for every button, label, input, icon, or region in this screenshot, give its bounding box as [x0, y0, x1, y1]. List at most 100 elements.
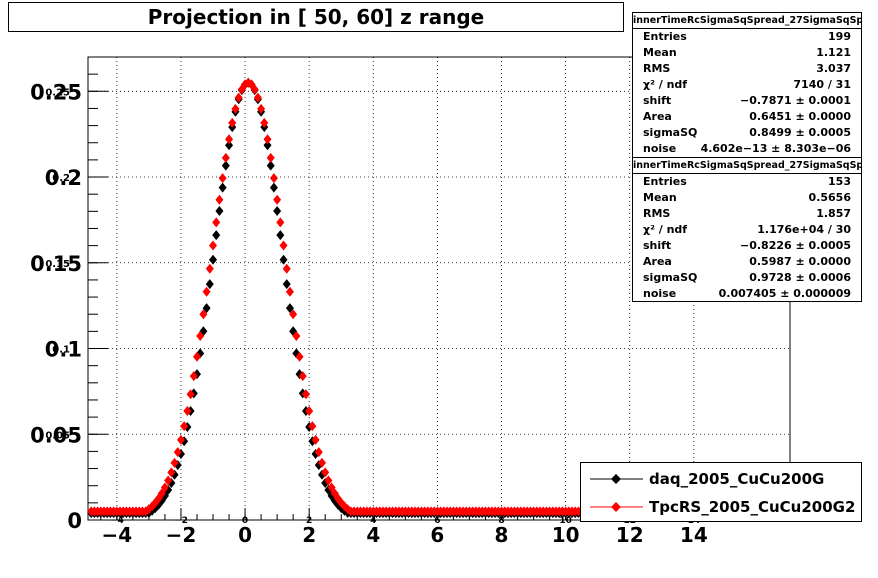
data-point	[285, 286, 294, 297]
stats-label: Area	[643, 255, 672, 268]
stats-value: 0.9728 ± 0.0006	[749, 271, 851, 284]
stats-label: sigmaSQ	[643, 126, 698, 139]
data-point	[205, 263, 214, 274]
y-tick-label: 0.15	[30, 252, 82, 276]
data-point	[180, 421, 189, 432]
x-tick-label: 6	[430, 523, 444, 547]
x-tick-label: 0	[238, 523, 252, 547]
data-point	[263, 140, 272, 151]
stats-label: Mean	[643, 46, 677, 59]
data-point	[176, 434, 185, 445]
stats-value: 0.5656	[808, 191, 851, 204]
stats-value: 3.037	[816, 62, 851, 75]
stats-label: Area	[643, 110, 672, 123]
stats-row: Mean 1.121	[633, 45, 861, 61]
data-point	[273, 194, 282, 205]
data-point	[225, 140, 234, 151]
data-point	[279, 254, 288, 265]
stats-box-title: innerTimeRcSigmaSqSpread_27SigmaSqSpread	[633, 13, 861, 29]
stats-label: Mean	[643, 191, 677, 204]
y-tick-label: 0.1	[45, 338, 82, 362]
x-tick-label: 2	[302, 523, 316, 547]
data-point	[266, 152, 275, 163]
y-tick-label: 0.25	[30, 80, 82, 104]
x-tick-label: 8	[495, 523, 509, 547]
data-point	[260, 117, 269, 128]
data-point	[199, 309, 208, 320]
stats-value: 0.8499 ± 0.0005	[749, 126, 851, 139]
stats-row: Mean 0.5656	[633, 190, 861, 206]
legend-entry-tpcrs: TpcRS_2005_CuCu200G2	[581, 493, 861, 521]
data-point	[305, 405, 314, 416]
y-tick-label-secondary: 0.05	[45, 430, 70, 441]
data-point	[298, 371, 307, 382]
data-point	[282, 279, 291, 290]
x-tick-label-secondary: 10	[559, 516, 572, 526]
data-point	[221, 152, 230, 163]
data-point	[218, 173, 227, 184]
data-point	[170, 457, 179, 468]
stats-label: noise	[643, 287, 677, 300]
stats-row: Entries 153	[633, 174, 861, 190]
stats-value: 153	[828, 175, 851, 188]
legend: daq_2005_CuCu200G TpcRS_2005_CuCu200G2	[580, 462, 862, 522]
data-point	[282, 263, 291, 274]
data-point	[212, 217, 221, 228]
data-point	[276, 230, 285, 241]
data-point	[324, 475, 333, 486]
stats-box-title: innerTimeRcSigmaSqSpread_27SigmaSqSpread	[633, 158, 861, 174]
data-point	[257, 103, 266, 114]
data-point	[209, 254, 218, 265]
data-point	[215, 194, 224, 205]
stats-label: RMS	[643, 207, 671, 220]
data-point	[276, 217, 285, 228]
y-tick-label-secondary: 0.1	[52, 345, 70, 356]
y-tick-label-secondary: 0.15	[45, 259, 70, 270]
data-point	[308, 421, 317, 432]
legend-entry-daq: daq_2005_CuCu200G	[581, 465, 861, 493]
stats-label: shift	[643, 94, 672, 107]
data-point	[173, 447, 182, 458]
stats-row: sigmaSQ 0.9728 ± 0.0006	[633, 270, 861, 286]
data-point	[202, 303, 211, 314]
y-tick-label: 0.05	[30, 423, 82, 447]
data-point	[164, 475, 173, 486]
data-point	[167, 467, 176, 478]
stats-row: noise 4.602e−13 ± 8.303e−06	[633, 141, 861, 157]
data-point	[269, 173, 278, 184]
stats-label: sigmaSQ	[643, 271, 698, 284]
data-point	[314, 447, 323, 458]
x-tick-label-secondary: 0	[242, 516, 248, 526]
data-point	[269, 182, 278, 193]
x-tick-label-secondary: −4	[110, 516, 124, 526]
stats-value: 1.857	[816, 207, 851, 220]
data-point	[160, 482, 169, 493]
stats-row: χ² / ndf 1.176e+04 / 30	[633, 222, 861, 238]
y-tick-label-secondary: 0.25	[45, 87, 70, 98]
chart-title: Projection in [ 50, 60] z range	[8, 2, 624, 32]
stats-value: 0.6451 ± 0.0000	[749, 110, 851, 123]
data-point	[192, 351, 201, 362]
legend-marker-red	[590, 502, 643, 512]
data-point	[279, 240, 288, 251]
stats-row: noise 0.007405 ± 0.000009	[633, 286, 861, 302]
data-point	[318, 457, 326, 468]
x-tick-label-secondary: 4	[370, 516, 376, 526]
data-point	[221, 160, 230, 171]
stats-label: χ² / ndf	[643, 78, 688, 91]
y-tick-label-secondary: 0.2	[52, 173, 70, 184]
data-point	[225, 134, 234, 145]
data-point	[263, 134, 272, 145]
legend-marker-black	[590, 474, 643, 484]
stats-row: sigmaSQ 0.8499 ± 0.0005	[633, 125, 861, 141]
stats-value: 0.5987 ± 0.0000	[749, 255, 851, 268]
stats-value: 1.121	[816, 46, 851, 59]
legend-label: daq_2005_CuCu200G	[649, 470, 825, 488]
x-tick-label: 12	[616, 523, 644, 547]
data-point	[295, 351, 304, 362]
data-point	[250, 84, 259, 95]
stats-row: shift −0.7871 ± 0.0001	[633, 93, 861, 109]
data-point	[183, 405, 192, 416]
stats-row: Entries 199	[633, 29, 861, 45]
data-point	[311, 434, 320, 445]
